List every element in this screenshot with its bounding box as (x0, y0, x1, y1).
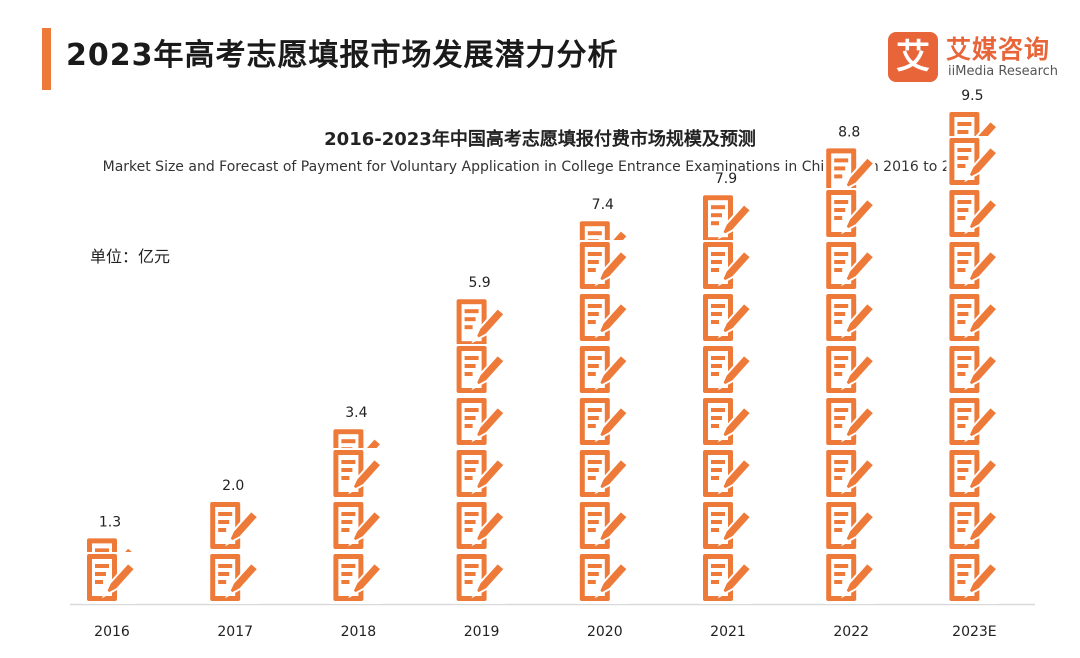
bar-icon-unit (452, 499, 507, 553)
logo-icon: 艾 (888, 32, 938, 82)
value-label: 3.4 (345, 405, 367, 421)
page-title: 2023年高考志愿填报市场发展潜力分析 (66, 38, 619, 73)
bar-icon-unit (945, 239, 1000, 293)
value-label: 5.9 (468, 275, 490, 291)
bar-icon-unit (945, 187, 1000, 241)
brand-logo: 艾 艾媒咨询 iiMedia Research (888, 30, 1063, 85)
x-tick-label: 2018 (341, 624, 377, 640)
x-tick-label: 2019 (464, 624, 500, 640)
value-label: 9.5 (961, 88, 983, 104)
bar-2016 (83, 536, 137, 605)
bar-icon-unit (575, 343, 630, 397)
bar-2018 (329, 427, 384, 605)
bar-icon-unit (822, 447, 877, 501)
bar-icon-unit (575, 447, 630, 501)
bar-icon-unit (329, 551, 384, 605)
chart-title: 2016-2023年中国高考志愿填报付费市场规模及预测 (324, 129, 756, 150)
bar-icon-unit (822, 499, 877, 553)
x-tick-labels-group: 2016 2017 2018 2019 2020 2021 2022 2023E (94, 624, 996, 640)
bar-icon-unit (452, 447, 507, 501)
x-tick-label: 2022 (833, 624, 869, 640)
bars-group (83, 110, 1000, 605)
value-label: 7.4 (592, 197, 614, 213)
bar-icon-unit (945, 447, 1000, 501)
bar-icon-partial (700, 193, 752, 240)
bar-icon-unit (699, 291, 753, 345)
bar-icon-unit (945, 551, 1000, 605)
bar-icon-unit (575, 291, 630, 345)
bar-icon-unit (83, 551, 137, 605)
bar-icon-unit (575, 239, 630, 293)
value-labels-group: 1.3 2.0 3.4 5.9 7.4 7.9 8.8 9.5 (99, 88, 984, 530)
bar-icon-unit (452, 551, 507, 605)
bar-icon-unit (699, 239, 753, 293)
bar-icon-unit (452, 343, 507, 397)
bar-2022 (822, 146, 877, 605)
bar-icon-unit (822, 343, 877, 397)
bar-icon-unit (822, 187, 877, 241)
value-label: 7.9 (715, 171, 737, 187)
bar-icon-unit (206, 551, 261, 605)
bar-icon-unit (575, 395, 630, 449)
bar-icon-unit (699, 395, 753, 449)
bar-icon-unit (945, 135, 1000, 189)
x-tick-label: 2017 (217, 624, 253, 640)
bar-2020 (575, 219, 630, 605)
value-label: 2.0 (222, 478, 244, 494)
bar-icon-unit (206, 499, 261, 553)
bar-icon-partial (453, 297, 506, 345)
unit-label: 单位：亿元 (90, 247, 171, 266)
bar-icon-unit (452, 395, 507, 449)
bar-icon-unit (699, 447, 753, 501)
x-tick-label: 2020 (587, 624, 623, 640)
bar-icon-unit (822, 291, 877, 345)
x-tick-label: 2023E (952, 624, 996, 640)
bar-icon-unit (575, 551, 630, 605)
x-tick-label: 2016 (94, 624, 130, 640)
bar-icon-unit (699, 343, 753, 397)
bar-2023E (945, 110, 1000, 605)
bar-icon-unit (575, 499, 630, 553)
bar-icon-unit (822, 239, 877, 293)
bar-2019 (452, 297, 507, 605)
bar-icon-unit (822, 551, 877, 605)
bar-icon-unit (945, 499, 1000, 553)
bar-icon-unit (699, 499, 753, 553)
logo-chinese-name: 艾媒咨询 (946, 35, 1051, 64)
title-accent-bar (42, 28, 51, 90)
x-tick-label: 2021 (710, 624, 746, 640)
value-label: 8.8 (838, 124, 860, 140)
bar-icon-unit (945, 395, 1000, 449)
bar-icon-unit (945, 343, 1000, 397)
bar-icon-unit (945, 291, 1000, 345)
value-label: 1.3 (99, 514, 121, 530)
bar-2017 (206, 499, 261, 605)
bar-icon-unit (699, 551, 753, 605)
bar-icon-unit (329, 447, 384, 501)
bar-2021 (699, 193, 753, 605)
bar-icon-unit (329, 499, 384, 553)
chart-subtitle: Market Size and Forecast of Payment for … (102, 159, 978, 175)
logo-english-name: iiMedia Research (948, 64, 1059, 79)
bar-icon-unit (822, 395, 877, 449)
